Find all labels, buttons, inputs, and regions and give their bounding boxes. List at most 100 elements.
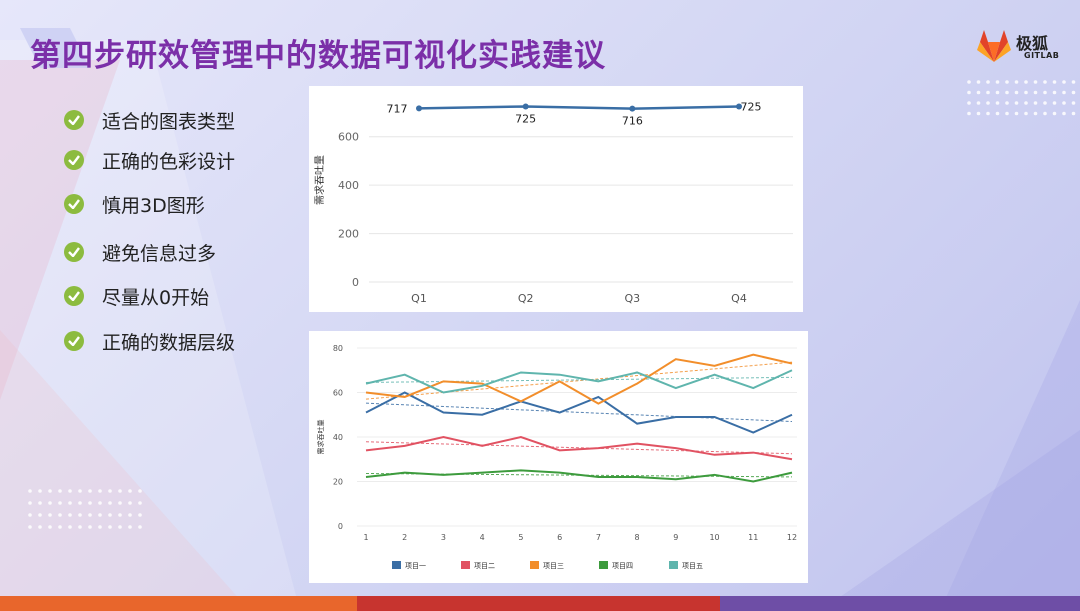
bottom-color-bar — [0, 596, 1080, 611]
dot — [1052, 101, 1057, 105]
dot — [1024, 90, 1028, 95]
dot — [28, 501, 32, 505]
y-tick-label: 0 — [338, 522, 343, 531]
tip-item: 尽量从0开始 — [64, 284, 210, 309]
dot — [118, 501, 122, 505]
dot-grid-bottom-left — [28, 489, 142, 529]
dot — [38, 525, 42, 529]
dot — [68, 525, 72, 529]
dot — [108, 513, 112, 517]
dot — [58, 489, 62, 493]
dot — [68, 513, 72, 517]
dot — [128, 513, 132, 517]
dot — [98, 513, 102, 517]
dot — [138, 525, 142, 529]
dot — [1043, 111, 1047, 116]
x-tick-label: 8 — [635, 533, 640, 542]
dot — [88, 501, 92, 505]
dot — [995, 90, 1000, 95]
dot — [986, 90, 990, 95]
dot — [986, 101, 990, 105]
check-icon — [64, 242, 84, 262]
y-tick-label: 400 — [338, 179, 359, 192]
dot — [967, 111, 971, 116]
dot — [1033, 90, 1038, 95]
dot — [98, 501, 102, 505]
y-tick-label: 0 — [352, 276, 359, 289]
legend-swatch — [530, 561, 539, 569]
y-tick-label: 600 — [338, 131, 359, 144]
trend-line — [365, 441, 793, 455]
tip-label: 避免信息过多 — [102, 242, 217, 265]
dot — [1024, 101, 1028, 105]
dot — [995, 80, 1000, 84]
tip-item: 避免信息过多 — [64, 240, 217, 265]
y-axis-label: 需求吞吐量 — [314, 155, 326, 205]
series-line — [365, 469, 793, 483]
dot — [118, 525, 122, 529]
dot — [98, 489, 102, 493]
dot — [78, 525, 82, 529]
dot — [976, 101, 981, 105]
data-point — [416, 105, 422, 112]
data-label: 716 — [622, 115, 643, 128]
legend-swatch — [461, 561, 470, 569]
dot — [138, 489, 142, 493]
dot-grid-top-right — [967, 80, 1076, 116]
dot — [48, 489, 52, 493]
dot — [28, 489, 32, 493]
dot — [108, 525, 112, 529]
data-label: 725 — [741, 100, 762, 113]
legend-swatch — [669, 561, 678, 569]
dot — [995, 101, 1000, 105]
dot — [1033, 101, 1038, 105]
dot — [138, 501, 142, 505]
legend-label: 项目四 — [612, 562, 633, 570]
dot — [1062, 90, 1066, 95]
y-tick-label: 60 — [333, 389, 343, 398]
project-throughput-chart: 0 20 40 60 80 需求吞吐量 1 2 3 4 5 6 7 8 9 10 11 12 项目一 项目二 项目三 项目… — [309, 331, 808, 583]
dot — [138, 513, 142, 517]
dot — [48, 501, 52, 505]
dot — [108, 489, 112, 493]
dot — [1062, 80, 1066, 84]
x-tick-label: 11 — [748, 533, 758, 542]
tip-label: 适合的图表类型 — [102, 110, 236, 133]
series-line — [365, 369, 793, 394]
x-tick-label: 3 — [441, 533, 446, 542]
check-icon — [64, 194, 84, 214]
dot — [78, 513, 82, 517]
trend-line — [365, 376, 793, 383]
dot — [1024, 111, 1028, 116]
x-tick-label: Q3 — [624, 292, 640, 305]
dot — [68, 501, 72, 505]
tip-label: 尽量从0开始 — [102, 286, 210, 309]
y-tick-label: 40 — [333, 433, 343, 442]
y-tick-label: 80 — [333, 344, 343, 353]
dot — [1033, 80, 1038, 84]
gitlab-logo: 极狐 GITLAB — [976, 28, 1076, 68]
dot — [967, 101, 971, 105]
y-axis-label: 需求吞吐量 — [316, 420, 325, 455]
tip-item: 正确的色彩设计 — [64, 148, 235, 173]
dot — [28, 525, 32, 529]
y-tick-label: 200 — [338, 228, 359, 241]
trend-line — [365, 402, 793, 423]
y-tick-label: 20 — [333, 478, 343, 487]
x-tick-label: 1 — [363, 533, 368, 542]
dot — [1052, 111, 1057, 116]
legend-label: 项目三 — [543, 562, 564, 570]
tip-item: 正确的数据层级 — [64, 329, 235, 354]
dot — [1071, 80, 1076, 84]
dot — [986, 111, 990, 116]
dot — [1005, 90, 1009, 95]
dot — [967, 80, 971, 84]
dot — [88, 513, 92, 517]
tip-item: 适合的图表类型 — [64, 108, 236, 133]
dot — [58, 525, 62, 529]
dot — [68, 489, 72, 493]
dot — [48, 513, 52, 517]
dot — [976, 90, 981, 95]
